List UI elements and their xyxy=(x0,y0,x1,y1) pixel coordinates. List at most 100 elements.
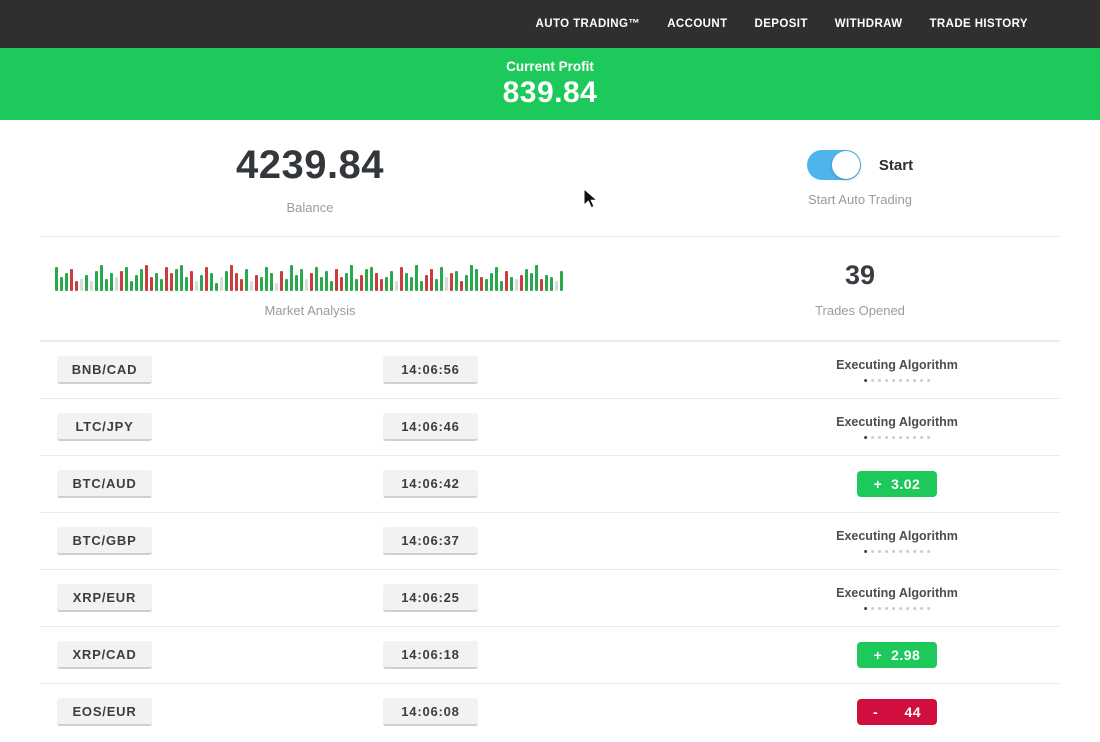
progress-dot xyxy=(905,435,909,439)
progress-dot xyxy=(926,378,930,382)
balance-label: Balance xyxy=(286,199,334,215)
chart-bar xyxy=(210,272,213,291)
progress-dot xyxy=(870,606,874,610)
progress-dot xyxy=(891,435,895,439)
chart-bar xyxy=(140,268,143,291)
chart-bar xyxy=(295,274,298,291)
trades-list: BNB/CAD 14:06:56 Executing Algorithm LTC… xyxy=(0,341,1100,740)
time-badge: 14:06:37 xyxy=(383,526,478,555)
chart-bar xyxy=(70,268,73,291)
chart-bar xyxy=(360,274,363,291)
trade-row: EOS/EUR 14:06:08 - 44 xyxy=(0,683,1100,740)
progress-dot xyxy=(919,606,923,610)
executing-label: Executing Algorithm xyxy=(836,528,958,543)
chart-bar xyxy=(525,268,528,291)
chart-bar xyxy=(75,280,78,291)
chart-bar xyxy=(405,272,408,291)
nav-item-account[interactable]: ACCOUNT xyxy=(667,18,728,30)
pair-badge: LTC/JPY xyxy=(57,412,152,441)
row-divider xyxy=(40,455,1060,456)
chart-bar xyxy=(285,278,288,291)
progress-dot xyxy=(905,549,909,553)
auto-trading-label: Start Auto Trading xyxy=(807,192,913,207)
nav-item-withdraw[interactable]: WITHDRAW xyxy=(834,18,903,30)
pair-badge: XRP/EUR xyxy=(57,583,152,612)
time-badge: 14:06:18 xyxy=(383,640,478,669)
progress-dot xyxy=(926,606,930,610)
chart-bar xyxy=(410,276,413,291)
chart-bar xyxy=(380,278,383,291)
chart-bar xyxy=(335,268,338,291)
toggle-label: Start xyxy=(878,156,914,174)
pair-badge: XRP/CAD xyxy=(57,640,152,669)
chart-bar xyxy=(385,276,388,291)
chart-bar xyxy=(355,278,358,291)
chart-bar xyxy=(270,272,273,291)
row-divider xyxy=(40,569,1060,570)
nav-item-trade-history[interactable]: TRADE HISTORY xyxy=(929,18,1028,30)
nav-item-auto-trading[interactable]: AUTO TRADING™ xyxy=(535,18,641,30)
chart-bar xyxy=(135,274,138,291)
row-divider xyxy=(40,512,1060,513)
chart-bar xyxy=(235,272,238,291)
chart-bar xyxy=(435,278,438,291)
progress-dot xyxy=(912,435,916,439)
stats-top-row: 4239.84 Balance Start Start Auto Trading xyxy=(0,120,1100,237)
chart-bar xyxy=(125,266,128,291)
progress-dots xyxy=(836,549,958,553)
chart-bar xyxy=(185,276,188,291)
executing-label: Executing Algorithm xyxy=(836,414,958,429)
time-badge: 14:06:56 xyxy=(383,355,478,384)
progress-dot xyxy=(912,378,916,382)
chart-bar xyxy=(200,274,203,291)
chart-bar xyxy=(450,272,453,291)
chart-bar xyxy=(420,280,423,291)
nav-menu: AUTO TRADING™ ACCOUNT DEPOSIT WITHDRAW TRADE… xyxy=(509,18,1028,30)
chart-bar xyxy=(535,264,538,291)
auto-trading-stat: Start Start Auto Trading xyxy=(620,120,1100,237)
nav-item-deposit[interactable]: DEPOSIT xyxy=(754,18,808,30)
section-divider xyxy=(40,340,1060,341)
chart-bar xyxy=(115,276,118,291)
chart-bar xyxy=(555,280,558,291)
progress-dot xyxy=(884,378,888,382)
progress-dot xyxy=(870,549,874,553)
chart-bar xyxy=(550,276,553,291)
trade-row: BTC/AUD 14:06:42 + 3.02 xyxy=(0,455,1100,512)
chart-bar xyxy=(130,280,133,291)
chart-bar xyxy=(310,272,313,291)
progress-dots xyxy=(836,378,958,382)
chart-bar xyxy=(520,274,523,291)
progress-dot xyxy=(905,606,909,610)
chart-bar xyxy=(315,266,318,291)
market-analysis-label: Market Analysis xyxy=(264,302,356,318)
chart-bar xyxy=(350,264,353,291)
trade-status: Executing Algorithm xyxy=(836,529,958,553)
profit-banner: Current Profit 839.84 xyxy=(0,48,1100,120)
chart-bar xyxy=(515,278,518,291)
progress-dot xyxy=(884,549,888,553)
chart-bar xyxy=(290,264,293,291)
progress-dots xyxy=(836,606,958,610)
chart-bar xyxy=(195,280,198,291)
time-badge: 14:06:46 xyxy=(383,412,478,441)
progress-dot xyxy=(863,378,867,382)
trade-row: XRP/EUR 14:06:25 Executing Algorithm xyxy=(0,569,1100,626)
trade-row: BTC/GBP 14:06:37 Executing Algorithm xyxy=(0,512,1100,569)
chart-bar xyxy=(260,276,263,291)
chart-bar xyxy=(225,270,228,291)
chart-bar xyxy=(430,268,433,291)
trade-status: Executing Algorithm xyxy=(836,586,958,610)
chart-bar xyxy=(485,278,488,291)
chart-bar xyxy=(455,270,458,291)
auto-trading-toggle[interactable] xyxy=(806,150,861,180)
chart-bar xyxy=(205,266,208,291)
chart-bar xyxy=(105,278,108,291)
progress-dot xyxy=(877,549,881,553)
chart-bar xyxy=(155,272,158,291)
trades-opened-value: 39 xyxy=(844,260,876,290)
chart-bar xyxy=(120,270,123,291)
chart-bar xyxy=(470,264,473,291)
time-badge: 14:06:08 xyxy=(383,697,478,726)
